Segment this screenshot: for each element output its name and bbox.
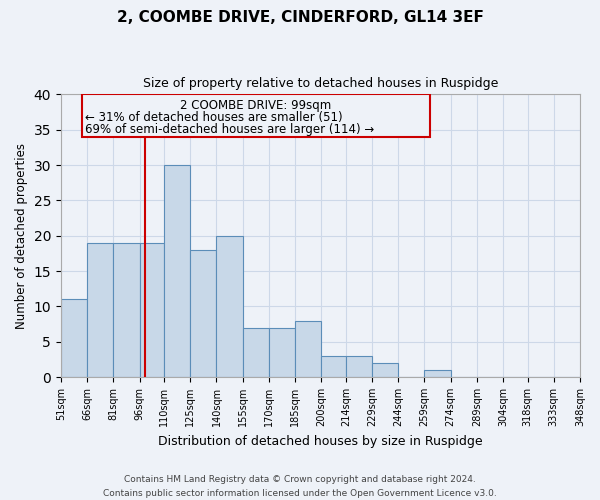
- Bar: [322, 356, 346, 377]
- FancyBboxPatch shape: [82, 94, 430, 137]
- Text: 2 COOMBE DRIVE: 99sqm: 2 COOMBE DRIVE: 99sqm: [180, 100, 331, 112]
- Bar: [61, 300, 87, 377]
- Bar: [424, 370, 451, 377]
- Text: 69% of semi-detached houses are larger (114) →: 69% of semi-detached houses are larger (…: [85, 124, 374, 136]
- Text: ← 31% of detached houses are smaller (51): ← 31% of detached houses are smaller (51…: [85, 112, 343, 124]
- Title: Size of property relative to detached houses in Ruspidge: Size of property relative to detached ho…: [143, 78, 498, 90]
- Bar: [217, 236, 242, 377]
- Bar: [140, 243, 164, 377]
- Bar: [87, 243, 113, 377]
- Bar: [295, 320, 322, 377]
- Text: 2, COOMBE DRIVE, CINDERFORD, GL14 3EF: 2, COOMBE DRIVE, CINDERFORD, GL14 3EF: [116, 10, 484, 25]
- Bar: [346, 356, 372, 377]
- Y-axis label: Number of detached properties: Number of detached properties: [15, 143, 28, 329]
- Bar: [269, 328, 295, 377]
- Text: Contains HM Land Registry data © Crown copyright and database right 2024.
Contai: Contains HM Land Registry data © Crown c…: [103, 476, 497, 498]
- Bar: [113, 243, 140, 377]
- Bar: [164, 165, 190, 377]
- X-axis label: Distribution of detached houses by size in Ruspidge: Distribution of detached houses by size …: [158, 434, 483, 448]
- Bar: [190, 250, 217, 377]
- Bar: [242, 328, 269, 377]
- Bar: [372, 363, 398, 377]
